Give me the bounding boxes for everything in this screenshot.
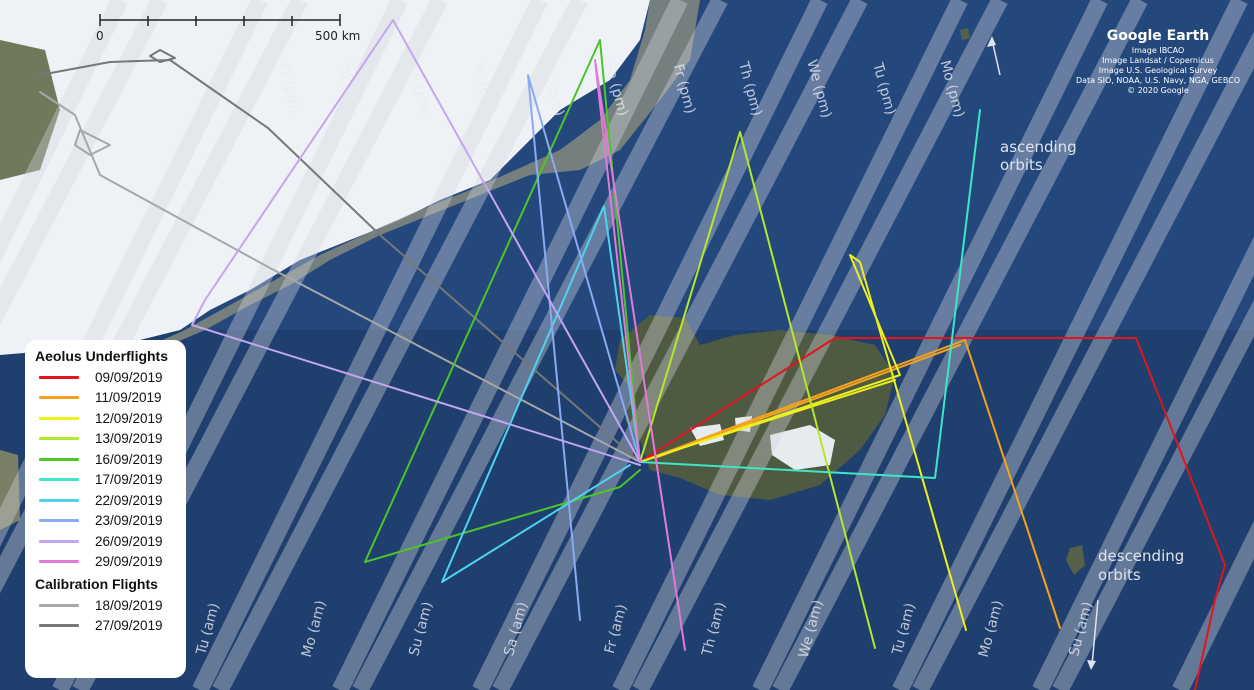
deep-ocean <box>0 330 1254 690</box>
legend-item: 22/09/2019 <box>33 490 178 511</box>
flight-tracks <box>39 19 1226 690</box>
legend-label: 12/09/2019 <box>95 410 163 426</box>
legend-item: 12/09/2019 <box>33 408 178 429</box>
orbit-track <box>1032 236 1254 690</box>
legend-swatch <box>39 539 79 543</box>
descending-annotation: descending orbits <box>1087 547 1184 670</box>
legend-swatch <box>39 375 79 379</box>
flight-track <box>639 131 876 649</box>
flight-track <box>441 205 641 583</box>
legend-swatch <box>39 498 79 502</box>
orbit-track <box>212 0 588 690</box>
legend-label: 11/09/2019 <box>95 390 162 406</box>
legend-swatch <box>39 519 79 523</box>
legend-item: 11/09/2019 <box>33 388 178 409</box>
flight-track <box>191 19 641 466</box>
scale-start-label: 0 <box>96 29 104 43</box>
legend-label: 13/09/2019 <box>95 431 163 447</box>
legend-swatch <box>39 416 79 420</box>
flight-track <box>149 49 176 63</box>
flight-track <box>39 59 641 463</box>
orbit-track <box>632 0 1008 690</box>
east-land-strip <box>0 450 20 530</box>
descending-label: descending <box>1098 547 1184 565</box>
legend-item: 23/09/2019 <box>33 511 178 532</box>
attribution-line: Data SIO, NOAA, U.S. Navy, NGA, GEBCO <box>1076 76 1240 85</box>
legend-item: 18/09/2019 <box>33 595 178 616</box>
orbit-track <box>1052 299 1254 690</box>
orbit-track <box>1172 520 1254 690</box>
orbit-track <box>492 0 868 690</box>
orbit-track <box>612 0 968 690</box>
flight-track <box>74 129 111 156</box>
legend-item: 16/09/2019 <box>33 449 178 470</box>
flight-track <box>639 339 1061 629</box>
legend-swatch <box>39 624 79 628</box>
flight-track <box>639 254 967 631</box>
legend-swatch <box>39 396 79 400</box>
legend-item: 29/09/2019 <box>33 552 178 573</box>
ascending-annotation: ascending orbits <box>987 36 1077 174</box>
legend-swatch <box>39 603 79 607</box>
attribution-line: Image Landsat / Copernicus <box>1102 56 1214 65</box>
legend-label: 18/09/2019 <box>95 597 163 613</box>
orbit-track <box>0 0 128 263</box>
faroe-islands <box>1066 545 1085 575</box>
flight-track <box>639 109 981 479</box>
legend-label: 09/09/2019 <box>95 369 163 385</box>
legend-item: 26/09/2019 <box>33 531 178 552</box>
ascending-label: orbits <box>1000 156 1043 174</box>
orbit-track <box>332 0 688 690</box>
google-earth-brand: Google Earth <box>1107 28 1210 44</box>
ascending-label: ascending <box>1000 138 1077 156</box>
legend-label: 27/09/2019 <box>95 618 163 634</box>
legend-label: 29/09/2019 <box>95 554 163 570</box>
scale-end-label: 500 km <box>315 29 360 43</box>
legend-swatch <box>39 560 79 564</box>
legend-label: 26/09/2019 <box>95 533 163 549</box>
attribution-line: © 2020 Google <box>1127 86 1189 95</box>
legend-item: 27/09/2019 <box>33 616 178 637</box>
legend-item: 17/09/2019 <box>33 470 178 491</box>
orbit-track <box>192 0 548 690</box>
legend-label: 16/09/2019 <box>95 451 163 467</box>
legend-label: 17/09/2019 <box>95 472 163 488</box>
legend-swatch <box>39 457 79 461</box>
flight-track <box>39 91 641 463</box>
legend-item: 09/09/2019 <box>33 367 178 388</box>
orbit-track <box>752 0 1108 690</box>
orbit-track <box>472 0 828 690</box>
attribution-line: Image U.S. Geological Survey <box>1099 66 1218 75</box>
legend-swatch <box>39 437 79 441</box>
flight-track <box>594 59 686 651</box>
islet <box>960 28 970 40</box>
flight-track <box>659 379 896 456</box>
attribution-line: Image IBCAO <box>1132 46 1185 55</box>
orbit-track <box>0 0 168 326</box>
greenland-coast <box>140 0 700 350</box>
orbit-track <box>892 0 1248 690</box>
greenland-ice <box>0 0 650 355</box>
orbit-track <box>912 31 1254 690</box>
flight-track <box>527 74 641 621</box>
legend: Aeolus Underflights 09/09/2019 11/09/2019… <box>25 340 186 678</box>
legend-label: 23/09/2019 <box>95 513 163 529</box>
legend-swatch <box>39 478 79 482</box>
scale-bar: 0 500 km <box>96 14 360 43</box>
legend-item: 13/09/2019 <box>33 429 178 450</box>
underflights-title: Aeolus Underflights <box>35 348 169 364</box>
calibration-title: Calibration Flights <box>35 576 158 592</box>
descending-label: orbits <box>1098 566 1141 584</box>
flight-track <box>639 337 1226 690</box>
attribution: Google Earth Image IBCAO Image Landsat /… <box>1076 28 1240 95</box>
orbit-track <box>352 0 728 690</box>
legend-label: 22/09/2019 <box>95 492 163 508</box>
